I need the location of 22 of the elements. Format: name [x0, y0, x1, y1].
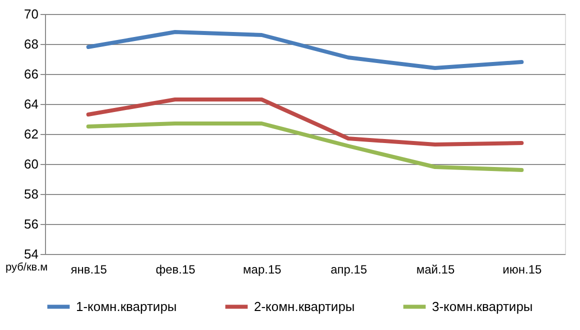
legend-label: 1-комн.квартиры	[76, 298, 177, 314]
y-tick-label: 66	[24, 66, 38, 82]
x-tick-label: апр.15	[330, 262, 368, 276]
x-tick-label: июн.15	[502, 262, 542, 276]
x-tick-label: май.15	[416, 262, 455, 276]
line-series	[86, 30, 524, 70]
y-tick-label: 68	[24, 36, 38, 52]
y-tick-label: 54	[24, 246, 38, 262]
y-tick-label: 62	[24, 126, 38, 142]
y-axis-title: руб/кв.м	[6, 262, 48, 274]
y-tick-label: 56	[24, 216, 38, 232]
x-tick-label: янв.15	[70, 262, 108, 276]
y-tick-label: 70	[24, 6, 38, 22]
y-tick-label: 60	[24, 156, 38, 172]
y-tick-label: 58	[24, 186, 38, 202]
line-series	[86, 98, 524, 146]
legend-label: 2-комн.квартиры	[254, 298, 355, 314]
y-tick-label: 64	[24, 96, 38, 112]
x-tick-label: мар.15	[243, 262, 282, 276]
legend-label: 3-комн.квартиры	[432, 298, 533, 314]
x-tick-label: фев.15	[156, 262, 196, 276]
line-series	[86, 122, 524, 172]
